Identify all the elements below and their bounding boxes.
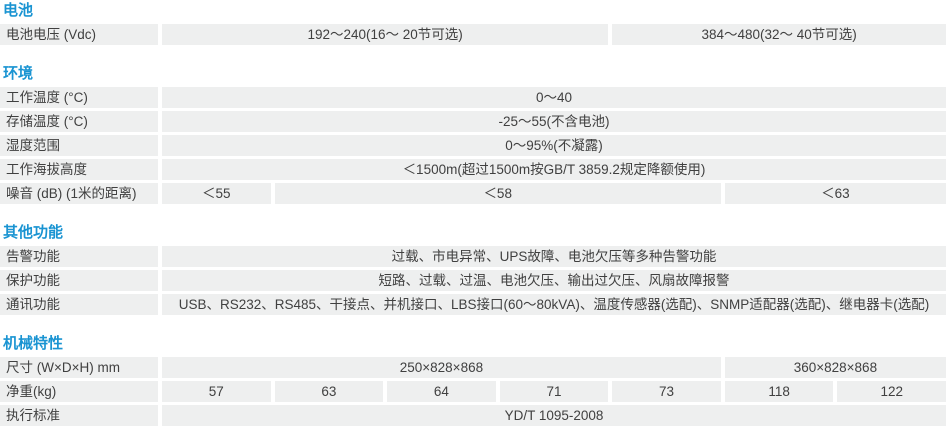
value-cell: 过载、市电异常、UPS故障、电池欠压等多种告警功能: [162, 246, 946, 267]
spec-row: 尺寸 (W×D×H) mm 250×828×868 360×828×868: [0, 357, 946, 378]
value-cell: 64: [387, 381, 496, 402]
spec-section: 电池电池电压 (Vdc) 192～240(16～ 20节可选) 384～480(32…: [0, 2, 946, 45]
spec-row: 净重(kg) 57 63 64 71 73 118 122: [0, 381, 946, 402]
value-cell: 短路、过载、过温、电池欠压、输出过欠压、风扇故障报警: [162, 270, 946, 291]
value-cell: 71: [499, 381, 609, 402]
spec-section: 机械特性尺寸 (W×D×H) mm 250×828×868 360×828×868 净…: [0, 335, 946, 426]
value-cell: ＜55: [162, 183, 271, 204]
row-label: 电池电压 (Vdc): [0, 24, 158, 45]
spec-row: 告警功能 过载、市电异常、UPS故障、电池欠压等多种告警功能: [0, 246, 946, 267]
spec-row: 存储温度 (°C) -25～55(不含电池): [0, 111, 946, 132]
value-cell: 360×828×868: [724, 357, 946, 378]
spec-row: 执行标准 YD/T 1095-2008: [0, 405, 946, 426]
value-cell: ＜63: [724, 183, 946, 204]
section-title: 其他功能: [3, 224, 64, 241]
value-cell: 73: [612, 381, 721, 402]
section-title: 机械特性: [3, 335, 64, 352]
spec-section: 环境 工作温度 (°C) 0～40 存储温度 (°C) -25～55(不含电池) 湿度范围…: [0, 65, 946, 204]
row-label: 执行标准: [0, 405, 158, 426]
spec-row: 噪音 (dB) (1米的距离) ＜55 ＜58 ＜63: [0, 183, 946, 204]
row-label: 尺寸 (W×D×H) mm: [0, 357, 158, 378]
section-title: 电池: [3, 2, 34, 19]
row-label: 工作温度 (°C): [0, 87, 158, 108]
spec-row: 电池电压 (Vdc) 192～240(16～ 20节可选) 384～480(32～ …: [0, 24, 946, 45]
spec-row: 保护功能 短路、过载、过温、电池欠压、输出过欠压、风扇故障报警: [0, 270, 946, 291]
value-cell: USB、RS232、RS485、干接点、并机接口、LBS接口(60～80kVA)…: [162, 294, 946, 315]
row-label: 保护功能: [0, 270, 158, 291]
row-label: 工作海拔高度: [0, 159, 158, 180]
value-cell: 57: [162, 381, 271, 402]
section-title: 环境: [3, 65, 34, 82]
value-cell: 0～95%(不凝露): [162, 135, 946, 156]
row-label: 存储温度 (°C): [0, 111, 158, 132]
row-label: 噪音 (dB) (1米的距离): [0, 183, 158, 204]
value-cell: 250×828×868: [162, 357, 721, 378]
row-label: 通讯功能: [0, 294, 158, 315]
value-cell: 122: [837, 381, 946, 402]
row-label: 告警功能: [0, 246, 158, 267]
row-label: 湿度范围: [0, 135, 158, 156]
value-cell: ＜1500m(超过1500m按GB/T 3859.2规定降额使用): [162, 159, 946, 180]
row-label: 净重(kg): [0, 381, 158, 402]
value-cell: -25～55(不含电池): [162, 111, 946, 132]
spec-row: 通讯功能 USB、RS232、RS485、干接点、并机接口、LBS接口(60～80…: [0, 294, 946, 315]
spec-row: 工作温度 (°C) 0～40: [0, 87, 946, 108]
value-cell: 384～480(32～ 40节可选): [612, 24, 946, 45]
value-cell: 118: [724, 381, 834, 402]
value-cell: 192～240(16～ 20节可选): [162, 24, 609, 45]
value-cell: 0～40: [162, 87, 946, 108]
value-cell: 63: [274, 381, 384, 402]
value-cell: ＜58: [274, 183, 721, 204]
spec-row: 湿度范围 0～95%(不凝露): [0, 135, 946, 156]
spec-section: 其他功能 告警功能 过载、市电异常、UPS故障、电池欠压等多种告警功能 保护功能 短路、…: [0, 224, 946, 315]
value-cell: YD/T 1095-2008: [162, 405, 946, 426]
spec-row: 工作海拔高度 ＜1500m(超过1500m按GB/T 3859.2规定降额使用): [0, 159, 946, 180]
